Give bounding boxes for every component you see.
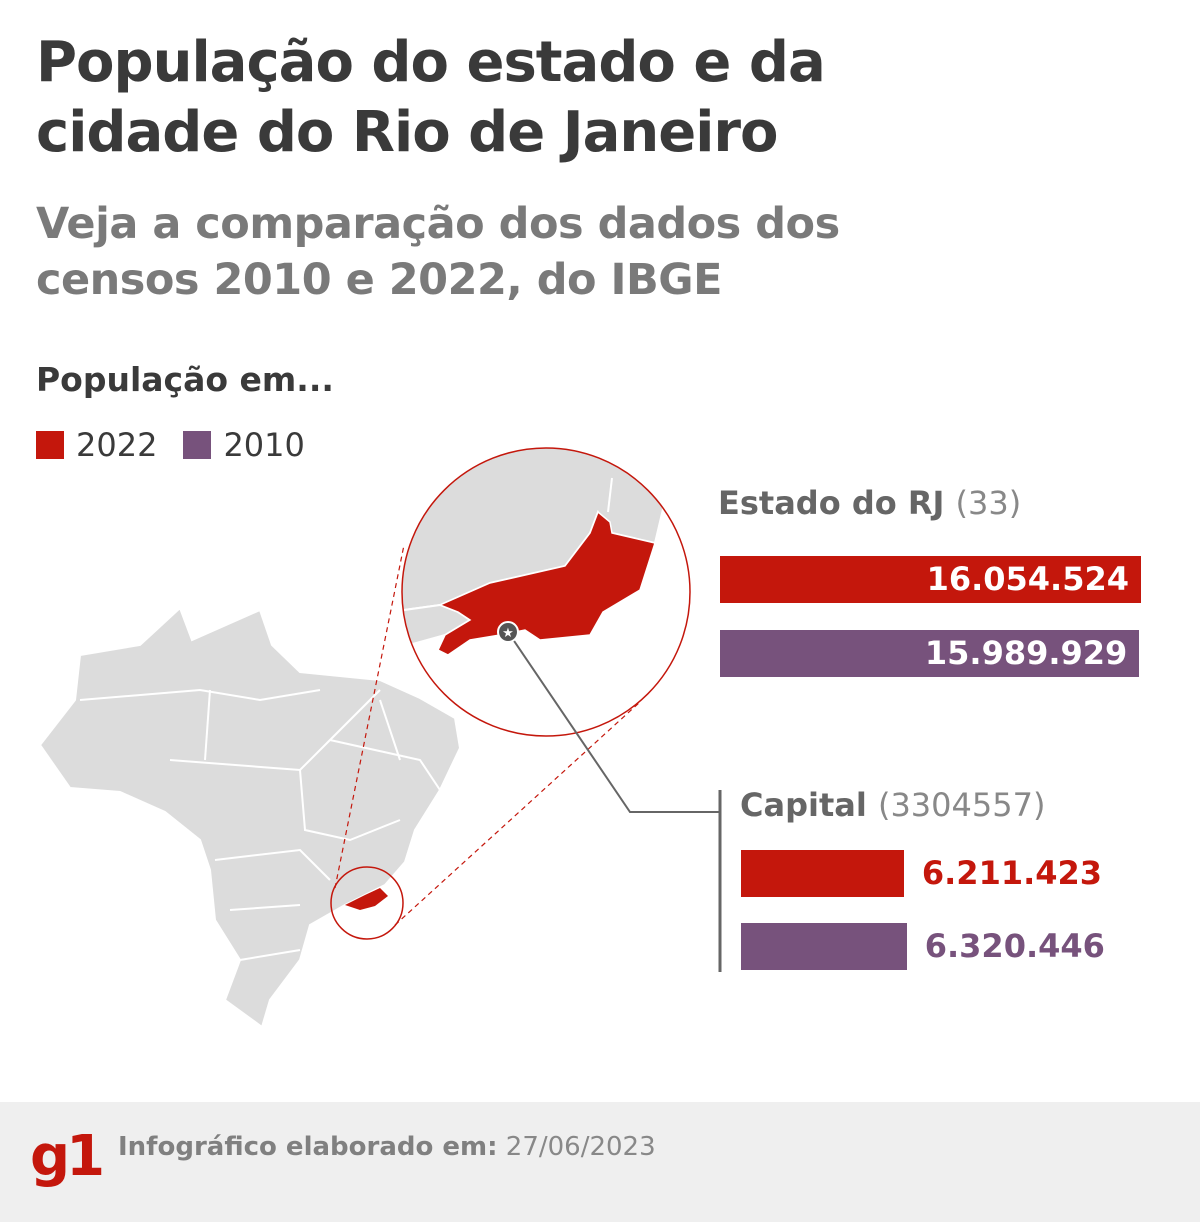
zoom-line xyxy=(394,701,641,926)
capital-connector xyxy=(507,631,720,813)
bar-estado-do-rj-2022 xyxy=(720,556,1141,603)
legend-item-2010: 2010 xyxy=(183,426,305,464)
legend-label: 2010 xyxy=(223,426,305,464)
group-code: (3304557) xyxy=(877,786,1046,824)
footer: g1 Infográfico elaborado em: 27/06/2023 xyxy=(0,1102,1200,1222)
group-label-capital: Capital (3304557) xyxy=(740,786,1045,824)
brazil-map: ★ xyxy=(38,447,722,1029)
footer-label: Infográfico elaborado em: xyxy=(118,1132,498,1162)
rj-state-small xyxy=(345,888,388,910)
state-borders xyxy=(79,688,441,961)
bar-value-label: 6.320.446 xyxy=(924,927,1105,965)
zoom-source-circle xyxy=(330,866,404,940)
group-name: Estado do RJ xyxy=(718,484,945,522)
bar-value-label: 6.211.423 xyxy=(921,854,1103,892)
group-name: Capital xyxy=(740,786,867,824)
legend: 2022 2010 xyxy=(36,426,331,464)
rj-state-zoom xyxy=(437,510,656,656)
bar-capital-2010 xyxy=(741,923,907,970)
legend-swatch-2010 xyxy=(183,431,212,459)
star-icon xyxy=(497,621,519,643)
legend-item-2022: 2022 xyxy=(36,426,157,464)
bar-estado-do-rj-2010 xyxy=(720,630,1140,677)
g1-logo: g1 xyxy=(30,1124,105,1189)
page-subtitle: Veja a comparação dos dados dos censos 2… xyxy=(36,199,840,305)
svg-text:★: ★ xyxy=(502,626,514,641)
bar-value-label: 15.989.929 xyxy=(924,634,1128,672)
legend-label: 2022 xyxy=(76,426,158,464)
page-title: População do estado e da cidade do Rio d… xyxy=(36,30,826,165)
legend-swatch-2022 xyxy=(36,431,64,459)
footer-date: 27/06/2023 xyxy=(505,1132,656,1162)
group-code: (33) xyxy=(955,484,1022,522)
zoom-circle xyxy=(401,447,691,737)
legend-title: População em... xyxy=(36,360,334,399)
footer-credit: Infográfico elaborado em: 27/06/2023 xyxy=(118,1132,656,1162)
zoom-line xyxy=(334,544,405,889)
bar-capital-2022 xyxy=(741,850,904,897)
group-label-estado: Estado do RJ (33) xyxy=(718,484,1021,522)
brazil-shape xyxy=(38,606,462,1029)
bar-value-label: 16.054.524 xyxy=(926,560,1129,598)
